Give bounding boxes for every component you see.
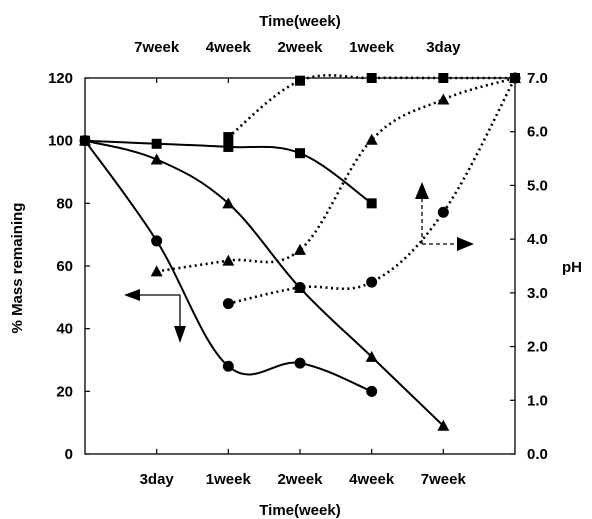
marker-circle-ph	[509, 72, 521, 84]
left-tick-label: 100	[48, 133, 73, 150]
top-tick-label: 3day	[426, 39, 461, 56]
marker-square-ph	[295, 75, 305, 86]
bottom-axis-title: Time(week)	[259, 502, 340, 519]
marker-triangle-mass	[222, 197, 235, 209]
top-tick-label: 4week	[206, 39, 252, 56]
left-tick-label: 20	[56, 383, 73, 400]
marker-circle-ph	[366, 276, 378, 288]
left-tick-label: 80	[56, 195, 73, 212]
arrow-right-head	[457, 237, 474, 251]
bottom-tick-label: 2week	[277, 471, 323, 488]
marker-triangle-ph	[222, 254, 235, 266]
series-line-triangle-solid	[84, 139, 444, 427]
left-tick-label: 120	[48, 70, 73, 87]
tick-layer: 0 20 40 60 80 100 120 0.0 1.0 2.0 3.0 4.0 5.0 6.0 7.0 3…	[48, 39, 548, 488]
right-tick-label: 6.0	[527, 124, 548, 141]
marker-circle-mass	[366, 385, 378, 397]
arrow-up-head	[415, 182, 429, 199]
bottom-tick-label: 7week	[421, 471, 467, 488]
right-tick-label: 4.0	[527, 231, 548, 248]
marker-square-ph	[223, 132, 234, 143]
marker-triangle-ph	[437, 93, 450, 105]
plot-frame	[84, 77, 516, 455]
top-tick-label: 2week	[277, 39, 323, 56]
marker-circle-ph	[437, 206, 449, 218]
arrow-group-right-top	[415, 182, 474, 251]
bottom-tick-label: 1week	[206, 471, 252, 488]
top-tick-label: 7week	[134, 39, 180, 56]
series-line-circle-solid	[84, 140, 373, 393]
arrow-left-head	[124, 289, 140, 301]
arrow-group-left-bottom	[124, 289, 186, 343]
marker-square-mass	[151, 138, 162, 149]
left-tick-label: 40	[56, 321, 73, 338]
left-tick-label: 60	[56, 258, 73, 275]
marker-circle-mass	[151, 235, 163, 247]
marker-circle-mass	[222, 360, 234, 372]
marker-square-mass	[295, 148, 305, 159]
right-tick-label: 3.0	[527, 285, 548, 302]
series-line-square-dotted	[227, 74, 515, 139]
marker-circle-ph	[222, 298, 234, 310]
series-line-circle-dotted	[228, 77, 517, 305]
marker-square-ph	[438, 73, 449, 83]
right-axis-title: pH	[562, 259, 582, 276]
marker-circle-ph	[294, 281, 306, 293]
right-tick-label: 5.0	[527, 177, 548, 194]
right-tick-label: 7.0	[527, 70, 548, 87]
left-tick-label: 0	[65, 446, 73, 463]
marker-triangle-mass	[150, 153, 163, 165]
marker-triangle-mass	[365, 350, 378, 362]
marker-square-mass	[366, 198, 377, 209]
marker-triangle-ph	[365, 133, 378, 145]
arrow-down-head	[174, 326, 186, 343]
marker-circle-mass	[79, 135, 91, 147]
right-tick-label: 1.0	[527, 392, 548, 409]
marker-triangle-ph	[294, 243, 306, 255]
marker-triangle-mass	[437, 419, 450, 431]
right-tick-label: 2.0	[527, 339, 548, 356]
series-markers	[79, 72, 521, 431]
left-axis-title: % Mass remaining	[9, 203, 26, 334]
marker-circle-mass	[294, 357, 306, 369]
marker-square-mass	[223, 141, 234, 152]
marker-triangle-ph	[150, 265, 163, 277]
top-tick-label: 1week	[349, 39, 395, 56]
marker-square-ph	[366, 73, 377, 83]
bottom-tick-label: 3day	[140, 471, 175, 488]
right-tick-label: 0.0	[527, 446, 548, 463]
bottom-tick-label: 4week	[349, 471, 395, 488]
top-axis-title: Time(week)	[259, 13, 340, 30]
